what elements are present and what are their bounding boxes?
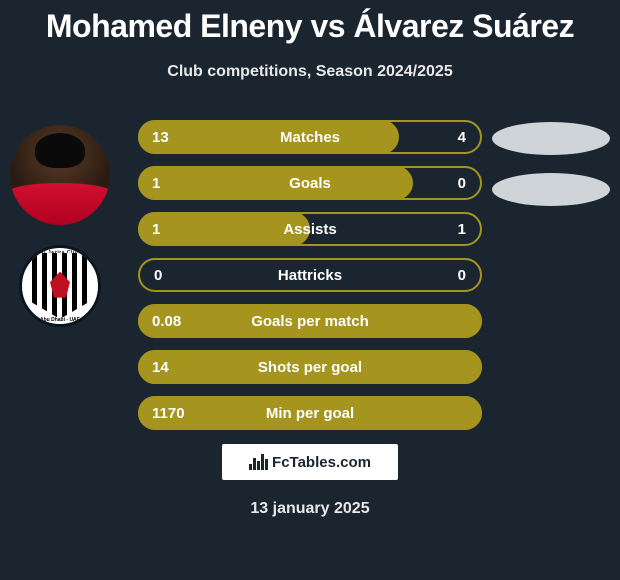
stat-p1-value: 0 — [154, 267, 162, 284]
stat-p2-value: 0 — [458, 175, 466, 192]
player1-avatar — [10, 125, 110, 225]
player2-avatar-placeholder — [492, 122, 610, 155]
stat-p1-value-fill: 1 — [152, 175, 172, 192]
generation-date: 13 january 2025 — [0, 500, 620, 518]
stat-row: 00Hattricks — [138, 258, 482, 292]
stat-row: 101Goals — [138, 166, 482, 200]
stat-row: 0.080.08Goals per match — [138, 304, 482, 338]
stat-row: 13413Matches — [138, 120, 482, 154]
stat-bar-outer: 00 — [138, 258, 482, 292]
stat-bar-fill: 13 — [138, 120, 399, 154]
stat-row: 111Assists — [138, 212, 482, 246]
stat-p2-value: 1 — [458, 221, 466, 238]
stat-row: 1414Shots per goal — [138, 350, 482, 384]
club-shield-icon — [32, 253, 88, 319]
stat-p2-value: 4 — [458, 129, 466, 146]
stat-row: 11701170Min per goal — [138, 396, 482, 430]
club-location-label: Abu Dhabi - UAE — [22, 317, 98, 323]
right-avatar-column — [492, 122, 610, 224]
stat-bar-fill: 1170 — [138, 396, 482, 430]
player1-club-badge: Al Jazira Club Abu Dhabi - UAE — [19, 245, 101, 327]
bars-icon — [249, 454, 268, 470]
left-avatar-column: Al Jazira Club Abu Dhabi - UAE — [10, 125, 110, 347]
stat-p1-value-fill: 13 — [152, 129, 172, 146]
stat-p1-value-fill: 1170 — [152, 405, 185, 422]
stat-bar-fill: 0.08 — [138, 304, 482, 338]
player2-club-placeholder — [492, 173, 610, 206]
stat-bar-fill: 1 — [138, 166, 413, 200]
stat-p1-value-fill: 0.08 — [152, 313, 181, 330]
stat-bar-fill: 1 — [138, 212, 310, 246]
stat-p2-value: 0 — [458, 267, 466, 284]
stat-bar-fill: 14 — [138, 350, 482, 384]
stat-p1-value-fill: 1 — [152, 221, 172, 238]
stats-container: 13413Matches101Goals111Assists00Hattrick… — [138, 120, 482, 442]
fctables-logo: FcTables.com — [222, 444, 398, 480]
fctables-logo-text: FcTables.com — [272, 454, 371, 471]
comparison-title: Mohamed Elneny vs Álvarez Suárez — [0, 0, 620, 45]
stat-p1-value-fill: 14 — [152, 359, 172, 376]
season-subtitle: Club competitions, Season 2024/2025 — [0, 63, 620, 81]
